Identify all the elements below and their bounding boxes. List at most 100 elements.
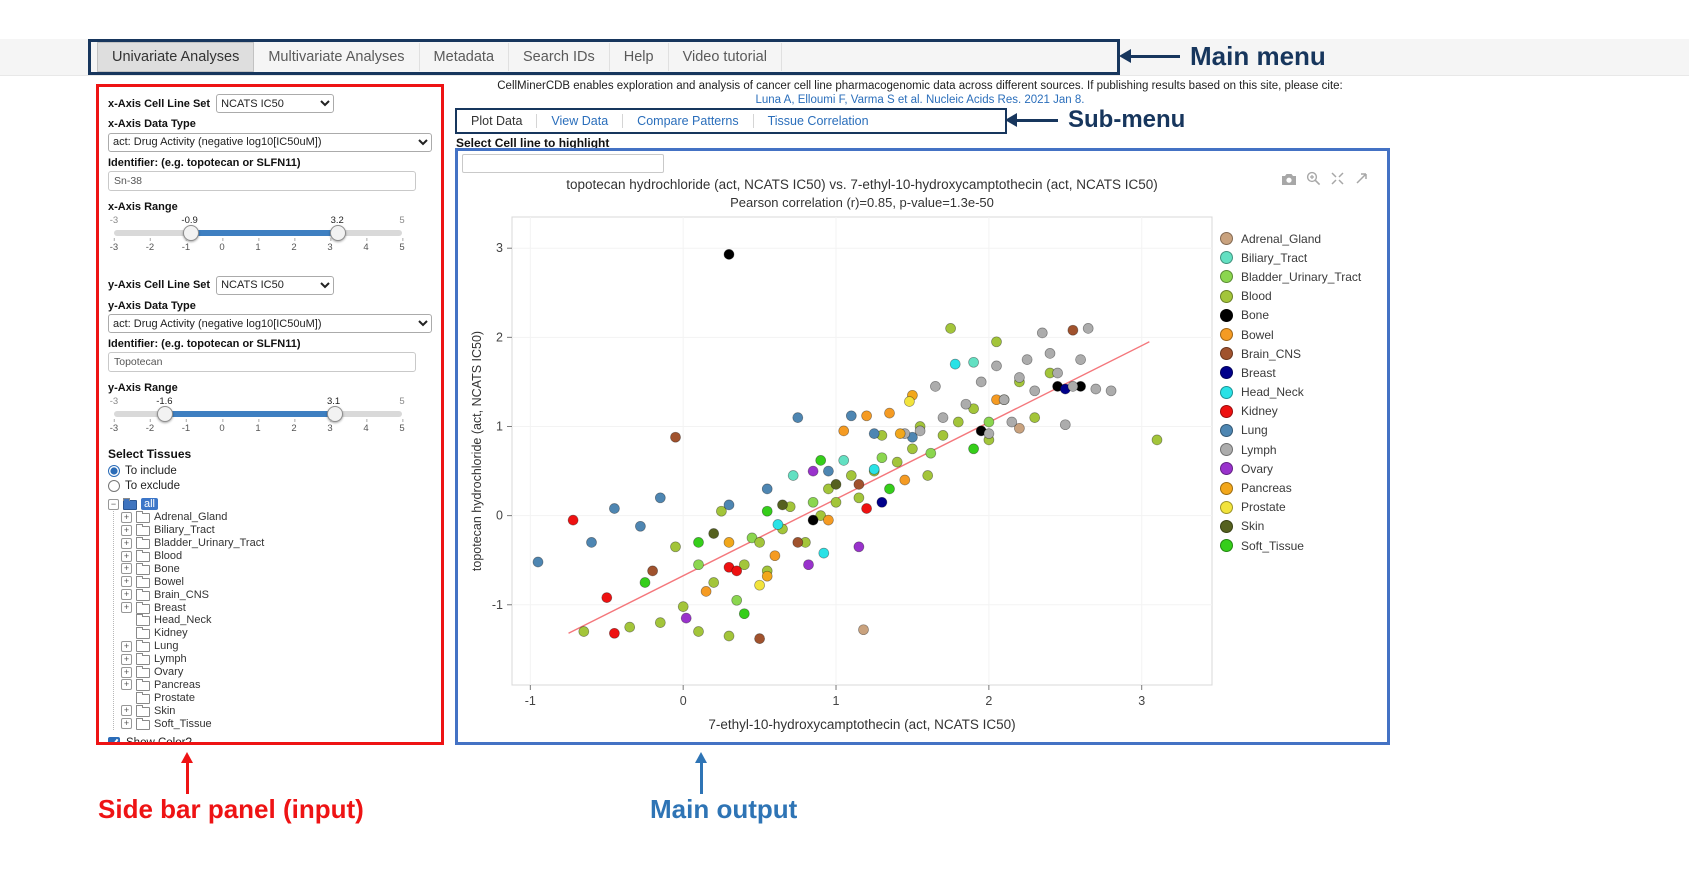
data-point-blood[interactable]	[578, 626, 590, 637]
data-point-bowel[interactable]	[884, 407, 895, 419]
data-point-lung[interactable]	[792, 412, 804, 423]
data-point-head-neck[interactable]	[818, 547, 830, 559]
expand-icon[interactable]: +	[121, 718, 132, 730]
data-point-blood[interactable]	[624, 621, 636, 633]
data-point-biliary-tract[interactable]	[838, 455, 850, 466]
legend-item-breast[interactable]: Breast	[1220, 363, 1361, 382]
data-point-blood[interactable]	[891, 456, 903, 468]
tree-node-bone[interactable]: + Bone	[121, 562, 432, 575]
zoom-in-icon[interactable]	[1306, 171, 1321, 186]
legend-item-prostate[interactable]: Prostate	[1220, 498, 1361, 517]
legend-item-brain-cns[interactable]: Brain_CNS	[1220, 344, 1361, 363]
data-point-blood[interactable]	[823, 483, 834, 495]
expand-icon[interactable]: +	[121, 563, 132, 575]
data-point-lymph[interactable]	[1052, 367, 1063, 379]
legend-item-soft-tissue[interactable]: Soft_Tissue	[1220, 536, 1361, 555]
menu-item-metadata[interactable]: Metadata	[420, 43, 510, 71]
data-point-lung[interactable]	[823, 465, 834, 477]
data-point-blood[interactable]	[907, 443, 918, 455]
data-point-blood[interactable]	[670, 541, 681, 553]
expand-icon[interactable]: +	[121, 679, 132, 691]
expand-icon[interactable]: +	[121, 576, 132, 588]
tree-node-lymph[interactable]: + Lymph	[121, 653, 432, 666]
data-point-blood[interactable]	[968, 403, 979, 415]
data-point-head-neck[interactable]	[949, 358, 961, 370]
data-point-blood[interactable]	[815, 510, 827, 521]
data-point-blood[interactable]	[845, 470, 857, 481]
expand-icon[interactable]: +	[121, 524, 132, 536]
data-point-lymph[interactable]	[914, 425, 926, 437]
legend-item-adrenal-gland[interactable]: Adrenal_Gland	[1220, 229, 1361, 248]
data-point-kidney[interactable]	[609, 627, 620, 639]
expand-icon[interactable]: +	[121, 653, 132, 665]
data-point-lung[interactable]	[586, 537, 597, 548]
data-point-soft-tissue[interactable]	[738, 608, 750, 620]
data-point-blood[interactable]	[723, 630, 735, 642]
tree-node-prostate[interactable]: Prostate	[121, 691, 432, 704]
expand-icon[interactable]: +	[121, 666, 132, 678]
tree-node-ovary[interactable]: + Ovary	[121, 666, 432, 679]
data-point-blood[interactable]	[693, 626, 704, 637]
data-point-lymph[interactable]	[1029, 385, 1041, 397]
exclude-radio-button[interactable]	[108, 479, 120, 492]
data-point-soft-tissue[interactable]	[693, 537, 704, 548]
x-axis-cell-line-set-select[interactable]: NCATS IC50	[216, 94, 335, 113]
scatter-plot[interactable]: -1 0 1 2 3 -1 0 1 2 3 7-ethyl-10-hydroxycamptothec…	[470, 209, 1215, 737]
tree-node-pancreas[interactable]: + Pancreas	[121, 678, 432, 691]
data-point-ovary[interactable]	[807, 465, 819, 477]
menu-item-search-ids[interactable]: Search IDs	[509, 43, 610, 71]
data-point-bowel[interactable]	[838, 425, 850, 437]
x-axis-identifier-input[interactable]	[108, 170, 416, 191]
slider-handle-high[interactable]	[330, 224, 347, 241]
data-point-lung[interactable]	[609, 503, 620, 514]
reset-axes-icon[interactable]	[1354, 171, 1369, 186]
data-point-pancreas[interactable]	[894, 428, 906, 439]
data-point-blood[interactable]	[991, 336, 1002, 348]
autoscale-icon[interactable]	[1330, 171, 1345, 186]
data-point-skin[interactable]	[777, 499, 788, 511]
data-point-lung[interactable]	[635, 520, 646, 532]
data-point-lung[interactable]	[761, 483, 773, 495]
legend-item-biliary-tract[interactable]: Biliary_Tract	[1220, 248, 1361, 267]
data-point-lymph[interactable]	[1082, 323, 1094, 334]
citation-link[interactable]: Luna A, Elloumi F, Varma S et al. Nuclei…	[755, 94, 1085, 106]
menu-item-univariate-analyses[interactable]: Univariate Analyses	[97, 42, 255, 72]
data-point-head-neck[interactable]	[772, 519, 784, 530]
data-point-blood[interactable]	[677, 601, 689, 612]
data-point-lymph[interactable]	[1090, 383, 1102, 395]
data-point-bladder-urinary-tract[interactable]	[693, 559, 704, 571]
data-point-blood[interactable]	[952, 416, 964, 428]
data-point-bladder-urinary-tract[interactable]	[731, 594, 743, 606]
y-axis-range-slider[interactable]: -3 5 -1.6 3.1 -3 -2 -1 0 1 2 3 4 5	[109, 396, 405, 434]
data-point-bladder-urinary-tract[interactable]	[925, 447, 937, 459]
data-point-bladder-urinary-tract[interactable]	[876, 452, 888, 464]
data-point-blood[interactable]	[654, 617, 666, 628]
data-point-lymph[interactable]	[1075, 354, 1086, 365]
sub-tab-plot-data[interactable]: Plot Data	[457, 114, 538, 128]
data-point-lymph[interactable]	[930, 381, 941, 392]
data-point-soft-tissue[interactable]	[815, 455, 827, 466]
include-radio-button[interactable]	[108, 464, 120, 477]
data-point-head-neck[interactable]	[868, 463, 880, 475]
tree-node-bladder-urinary-tract[interactable]: + Bladder_Urinary_Tract	[121, 537, 432, 550]
cell-line-highlight-input[interactable]	[462, 154, 664, 173]
tree-node-skin[interactable]: + Skin	[121, 704, 432, 717]
expand-icon[interactable]: +	[121, 705, 132, 717]
data-point-brain-cns[interactable]	[792, 537, 804, 548]
data-point-lymph[interactable]	[937, 412, 949, 423]
menu-item-video-tutorial[interactable]: Video tutorial	[669, 43, 782, 71]
y-axis-cell-line-set-select[interactable]: NCATS IC50	[216, 275, 335, 295]
tree-node-bowel[interactable]: + Bowel	[121, 575, 432, 588]
sub-tab-tissue-correlation[interactable]: Tissue Correlation	[767, 114, 869, 128]
expand-icon[interactable]: +	[121, 537, 132, 549]
data-point-soft-tissue[interactable]	[968, 443, 979, 455]
tree-node-blood[interactable]: + Blood	[121, 550, 432, 563]
data-point-kidney[interactable]	[567, 514, 579, 526]
show-color-checkbox[interactable]	[108, 737, 120, 742]
data-point-lymph[interactable]	[1067, 381, 1079, 392]
legend-item-lymph[interactable]: Lymph	[1220, 440, 1361, 459]
tree-node-adrenal-gland[interactable]: + Adrenal_Gland	[121, 511, 432, 524]
data-point-bowel[interactable]	[769, 550, 781, 562]
data-point-lymph[interactable]	[1059, 419, 1071, 431]
data-point-lung[interactable]	[868, 428, 880, 439]
